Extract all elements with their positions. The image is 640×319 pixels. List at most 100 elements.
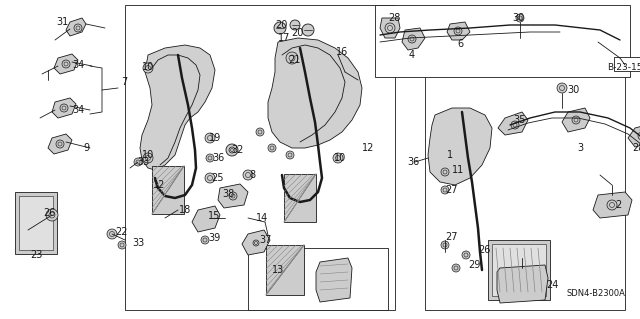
Text: 12: 12: [362, 143, 374, 153]
Circle shape: [229, 147, 235, 153]
Text: 27: 27: [445, 232, 457, 242]
Text: 34: 34: [72, 105, 84, 115]
Bar: [152, 166, 184, 214]
Circle shape: [118, 241, 126, 249]
Circle shape: [134, 158, 142, 166]
Circle shape: [572, 116, 580, 124]
Circle shape: [452, 264, 460, 272]
Circle shape: [286, 52, 298, 64]
Text: 39: 39: [208, 233, 220, 243]
Circle shape: [268, 144, 276, 152]
Text: 36: 36: [212, 153, 224, 163]
Text: 24: 24: [546, 280, 558, 290]
Text: 6: 6: [457, 39, 463, 49]
Text: 27: 27: [445, 185, 457, 195]
Circle shape: [302, 24, 314, 36]
Circle shape: [201, 236, 209, 244]
Text: 30: 30: [512, 13, 524, 23]
Text: 10: 10: [334, 153, 346, 163]
Text: 3: 3: [577, 143, 583, 153]
Text: 13: 13: [272, 265, 284, 275]
Text: 26: 26: [43, 208, 55, 218]
Polygon shape: [54, 54, 78, 74]
Circle shape: [256, 128, 264, 136]
Bar: [492, 244, 546, 296]
Bar: [266, 245, 304, 295]
Text: 17: 17: [278, 33, 290, 43]
Circle shape: [557, 83, 567, 93]
Text: 21: 21: [288, 55, 300, 65]
Circle shape: [46, 209, 58, 221]
Circle shape: [441, 186, 449, 194]
Circle shape: [253, 240, 259, 246]
Circle shape: [274, 22, 286, 34]
Text: 22: 22: [115, 227, 127, 237]
Circle shape: [205, 173, 215, 183]
Text: 25: 25: [212, 173, 224, 183]
Circle shape: [516, 14, 524, 22]
Bar: [375, 5, 630, 77]
Text: 20: 20: [291, 28, 303, 38]
Text: 28: 28: [388, 13, 400, 23]
Polygon shape: [428, 108, 492, 185]
Polygon shape: [380, 18, 400, 38]
Polygon shape: [140, 45, 215, 170]
Text: 2: 2: [615, 200, 621, 210]
Circle shape: [286, 151, 294, 159]
Circle shape: [226, 144, 238, 156]
Text: 8: 8: [249, 170, 255, 180]
Text: 35: 35: [514, 115, 526, 125]
Text: 1: 1: [447, 150, 453, 160]
Bar: [488, 240, 550, 300]
Circle shape: [229, 192, 237, 200]
Polygon shape: [192, 206, 220, 232]
Text: 28: 28: [632, 143, 640, 153]
Text: 20: 20: [275, 20, 287, 30]
Text: SDN4-B2300A: SDN4-B2300A: [566, 290, 625, 299]
Text: 5: 5: [638, 123, 640, 133]
Circle shape: [56, 140, 64, 148]
Polygon shape: [562, 108, 590, 132]
Circle shape: [107, 229, 117, 239]
Text: 10: 10: [142, 150, 154, 160]
Bar: [248, 248, 388, 310]
Text: 10: 10: [142, 62, 154, 72]
Text: 19: 19: [209, 133, 221, 143]
Bar: [614, 57, 640, 71]
Circle shape: [243, 170, 253, 180]
Bar: [125, 5, 395, 310]
Circle shape: [511, 121, 519, 129]
Polygon shape: [497, 265, 548, 303]
Circle shape: [454, 27, 462, 35]
Text: 38: 38: [222, 189, 234, 199]
Text: 4: 4: [409, 50, 415, 60]
Circle shape: [62, 60, 70, 68]
Circle shape: [638, 132, 640, 140]
Text: 9: 9: [83, 143, 89, 153]
Text: 30: 30: [567, 85, 579, 95]
Text: 12: 12: [153, 180, 165, 190]
Polygon shape: [402, 28, 425, 50]
Polygon shape: [52, 98, 76, 118]
Bar: [19, 196, 53, 250]
Text: 31: 31: [56, 17, 68, 27]
Polygon shape: [268, 38, 362, 148]
Circle shape: [441, 168, 449, 176]
Text: 36: 36: [407, 157, 419, 167]
Polygon shape: [48, 134, 72, 154]
Polygon shape: [316, 258, 352, 302]
Circle shape: [462, 251, 470, 259]
Circle shape: [143, 153, 153, 163]
Circle shape: [74, 24, 82, 32]
Text: 18: 18: [179, 205, 191, 215]
Text: 33: 33: [137, 157, 149, 167]
Bar: [15, 192, 57, 254]
Circle shape: [206, 154, 214, 162]
Text: 32: 32: [232, 145, 244, 155]
Polygon shape: [498, 112, 528, 135]
Bar: [284, 174, 316, 222]
Text: 26: 26: [478, 245, 490, 255]
Text: B-23-15: B-23-15: [607, 63, 640, 72]
Text: 33: 33: [132, 238, 144, 248]
Circle shape: [333, 153, 343, 163]
